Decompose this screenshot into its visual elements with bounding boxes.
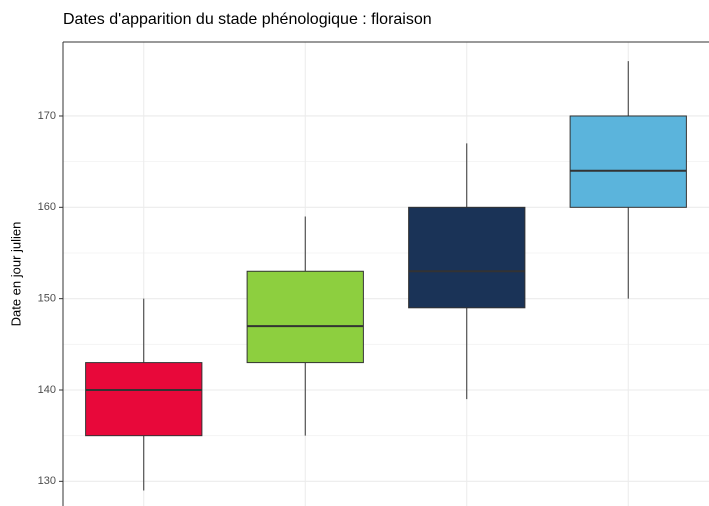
chart-title: Dates d'apparition du stade phénologique… [63, 11, 432, 28]
y-tick-label: 150 [38, 293, 56, 305]
box [569, 115, 687, 208]
box [85, 362, 203, 437]
box [246, 270, 364, 364]
y-tick-label: 170 [38, 110, 56, 122]
y-tick-label: 160 [38, 201, 56, 213]
y-tick-label: 140 [38, 384, 56, 396]
y-tick-label: 130 [38, 475, 56, 487]
box [408, 206, 526, 309]
y-axis-title: Date en jour julien [8, 222, 23, 327]
